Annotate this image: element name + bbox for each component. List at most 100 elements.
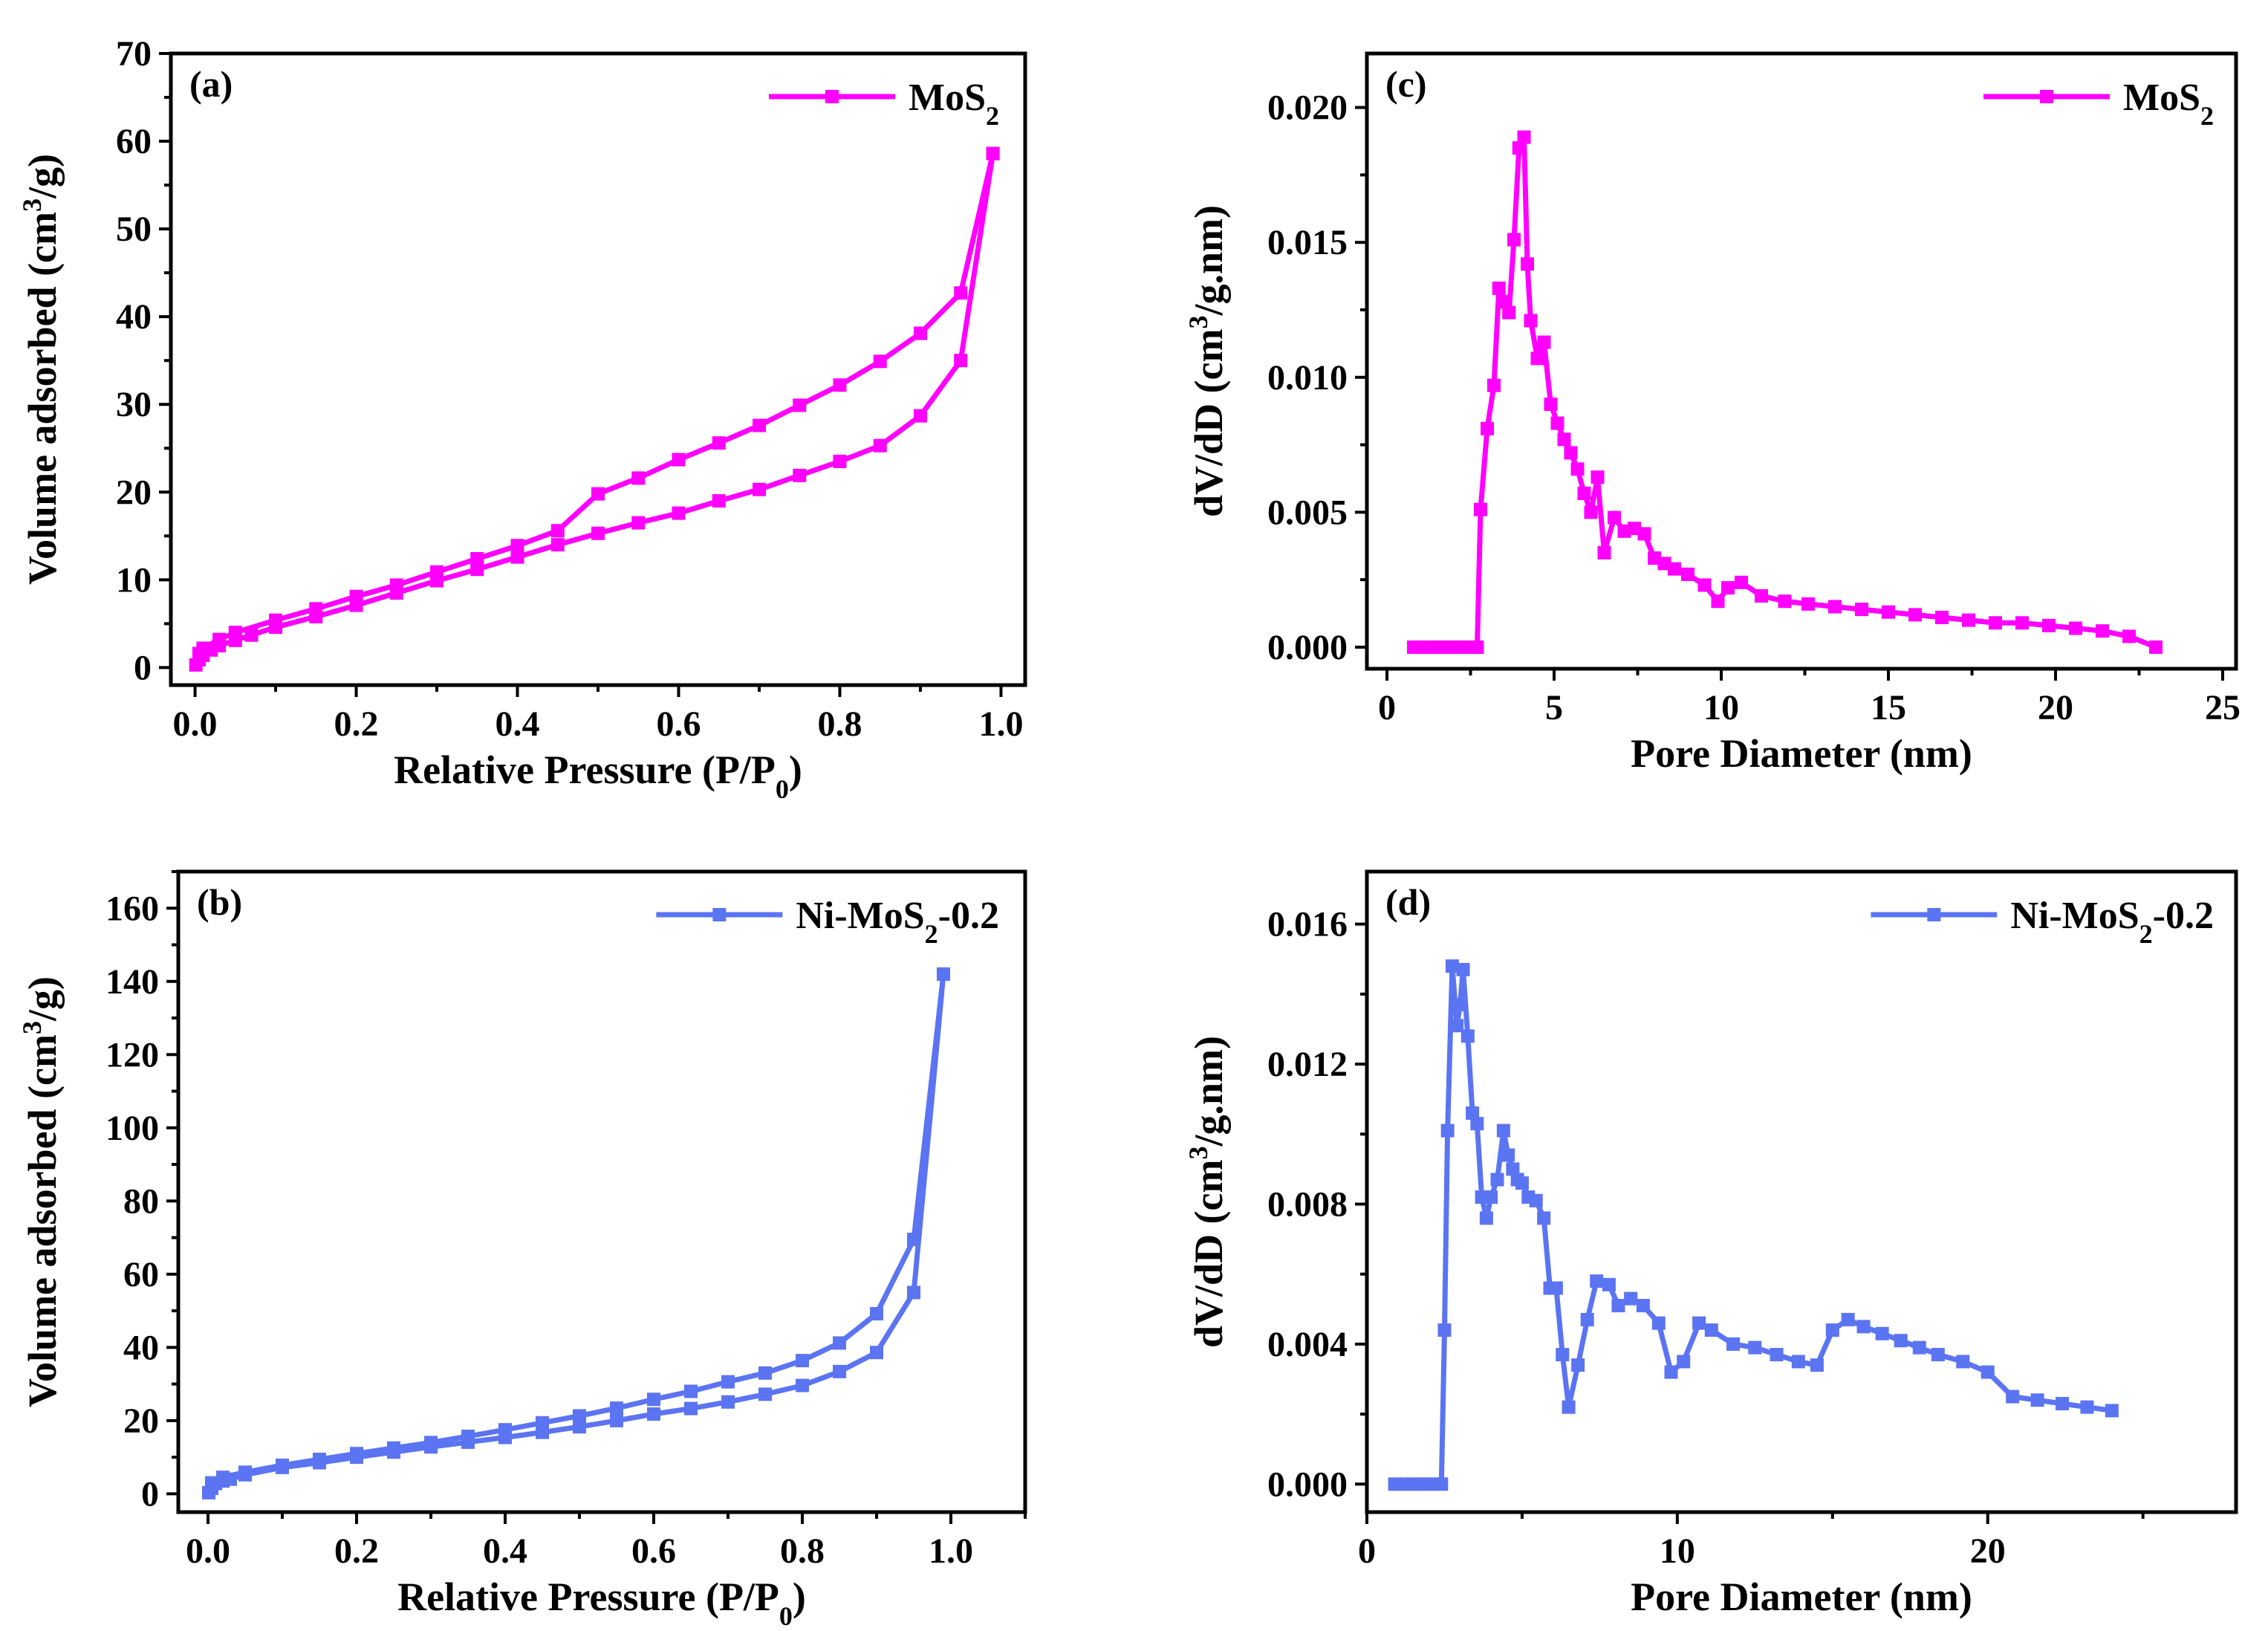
data-point — [631, 516, 646, 530]
data-point — [1474, 502, 1487, 516]
data-point — [647, 1407, 660, 1421]
data-point — [1681, 567, 1694, 581]
y-tick-label: 0.010 — [1267, 358, 1348, 398]
panel-b: 0.0 0.2 0.4 0.6 0.8 1.0 0 20 40 60 80 100 120 140 160 R… — [17, 869, 1027, 1631]
data-point — [1912, 1340, 1926, 1355]
y-tick-label: 0.015 — [1267, 223, 1348, 262]
data-point — [1931, 1348, 1945, 1362]
data-point — [758, 1366, 772, 1380]
data-point — [1956, 1355, 1970, 1369]
panel-label: (c) — [1385, 63, 1427, 105]
y-tick-label: 0.004 — [1267, 1325, 1348, 1364]
panel-d: 0 10 20 0.000 0.004 0.008 0.012 0.016 Pore Diame… — [1183, 869, 2238, 1619]
data-point — [684, 1401, 698, 1416]
data-point — [430, 565, 444, 579]
data-point — [536, 1416, 549, 1430]
data-point — [1537, 1211, 1551, 1225]
x-tick-label: 5 — [1545, 688, 1563, 727]
data-point — [1517, 130, 1531, 144]
y-tick-label: 0 — [141, 1474, 159, 1514]
data-point — [647, 1392, 660, 1407]
data-point — [1530, 351, 1544, 366]
data-point — [672, 506, 686, 520]
data-point — [873, 354, 887, 369]
x-tick-label: 1.0 — [978, 704, 1023, 744]
y-tick-label: 0.012 — [1267, 1045, 1348, 1084]
data-point — [1755, 588, 1768, 603]
data-point — [1450, 1019, 1464, 1033]
data-point — [1668, 562, 1681, 576]
data-point — [1726, 1337, 1741, 1351]
y-tick-label: 0.016 — [1267, 905, 1348, 944]
data-point — [954, 354, 968, 368]
y-tick-label: 0.000 — [1267, 628, 1348, 667]
data-point — [721, 1395, 735, 1409]
legend-marker — [825, 90, 839, 103]
x-tick-label: 10 — [1703, 688, 1739, 727]
data-point — [1437, 1323, 1452, 1337]
y-tick-label: 80 — [123, 1181, 159, 1221]
data-point — [2105, 1404, 2119, 1418]
y-tick-label: 20 — [123, 1401, 159, 1441]
data-point — [349, 589, 363, 603]
data-point — [752, 418, 766, 432]
data-point — [309, 602, 323, 616]
data-point — [1721, 581, 1735, 595]
data-point — [1453, 997, 1467, 1011]
data-point — [205, 1476, 218, 1490]
data-point — [1479, 1211, 1493, 1225]
data-point — [1445, 959, 1459, 973]
data-point — [870, 1346, 883, 1360]
data-point — [1502, 305, 1516, 320]
data-point — [1828, 600, 1842, 614]
data-point — [1524, 314, 1538, 328]
data-point — [1711, 594, 1725, 609]
data-point — [796, 1378, 809, 1392]
legend-label: MoS2 — [909, 77, 999, 131]
data-point — [1549, 1281, 1563, 1295]
data-point — [684, 1384, 698, 1398]
x-tick-label: 10 — [1660, 1531, 1695, 1571]
data-point — [833, 1336, 846, 1350]
y-tick-label: 140 — [105, 962, 159, 1002]
data-point — [1856, 1320, 1871, 1334]
data-point — [1562, 1400, 1576, 1414]
data-point — [1935, 611, 1949, 624]
x-tick-label: 0.4 — [495, 704, 540, 744]
data-point — [1434, 1477, 1449, 1491]
panel-label: (d) — [1385, 881, 1431, 923]
data-point — [1735, 575, 1748, 589]
data-point — [498, 1423, 512, 1437]
plot-frame — [176, 869, 1027, 1514]
data-point — [1894, 1334, 1908, 1348]
series-desorption — [192, 146, 1000, 661]
data-point — [1460, 1029, 1475, 1043]
data-point — [1570, 462, 1585, 476]
data-point — [913, 326, 927, 340]
data-point — [550, 538, 565, 552]
x-tick-label: 20 — [2038, 688, 2073, 727]
data-point — [1810, 1358, 1824, 1372]
y-tick-label: 50 — [116, 210, 152, 249]
data-point — [712, 494, 726, 508]
y-tick-label: 120 — [105, 1035, 159, 1074]
y-axis-title: Volume adsorbed (cm3/g) — [17, 976, 65, 1407]
data-point — [1512, 141, 1526, 155]
data-point — [1487, 378, 1501, 392]
data-point — [833, 454, 847, 468]
y-tick-label: 0.000 — [1267, 1465, 1348, 1504]
data-point — [712, 436, 726, 450]
data-point — [1577, 486, 1591, 500]
data-point — [2056, 1396, 2069, 1410]
data-point — [1637, 527, 1651, 541]
data-point — [907, 1233, 920, 1247]
plot-frame — [1365, 869, 2238, 1514]
data-point — [1778, 594, 1792, 609]
x-tick-label: 0 — [1358, 1531, 1376, 1571]
y-axis-title: dV/dD (cm3/g.nm) — [1183, 1036, 1231, 1348]
panel-label: (b) — [197, 881, 242, 923]
data-point — [1521, 257, 1534, 271]
legend: Ni-MoS2-0.2 — [1871, 895, 2214, 949]
data-point — [1506, 1162, 1520, 1176]
